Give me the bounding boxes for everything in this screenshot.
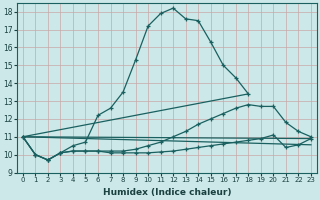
X-axis label: Humidex (Indice chaleur): Humidex (Indice chaleur) — [103, 188, 231, 197]
